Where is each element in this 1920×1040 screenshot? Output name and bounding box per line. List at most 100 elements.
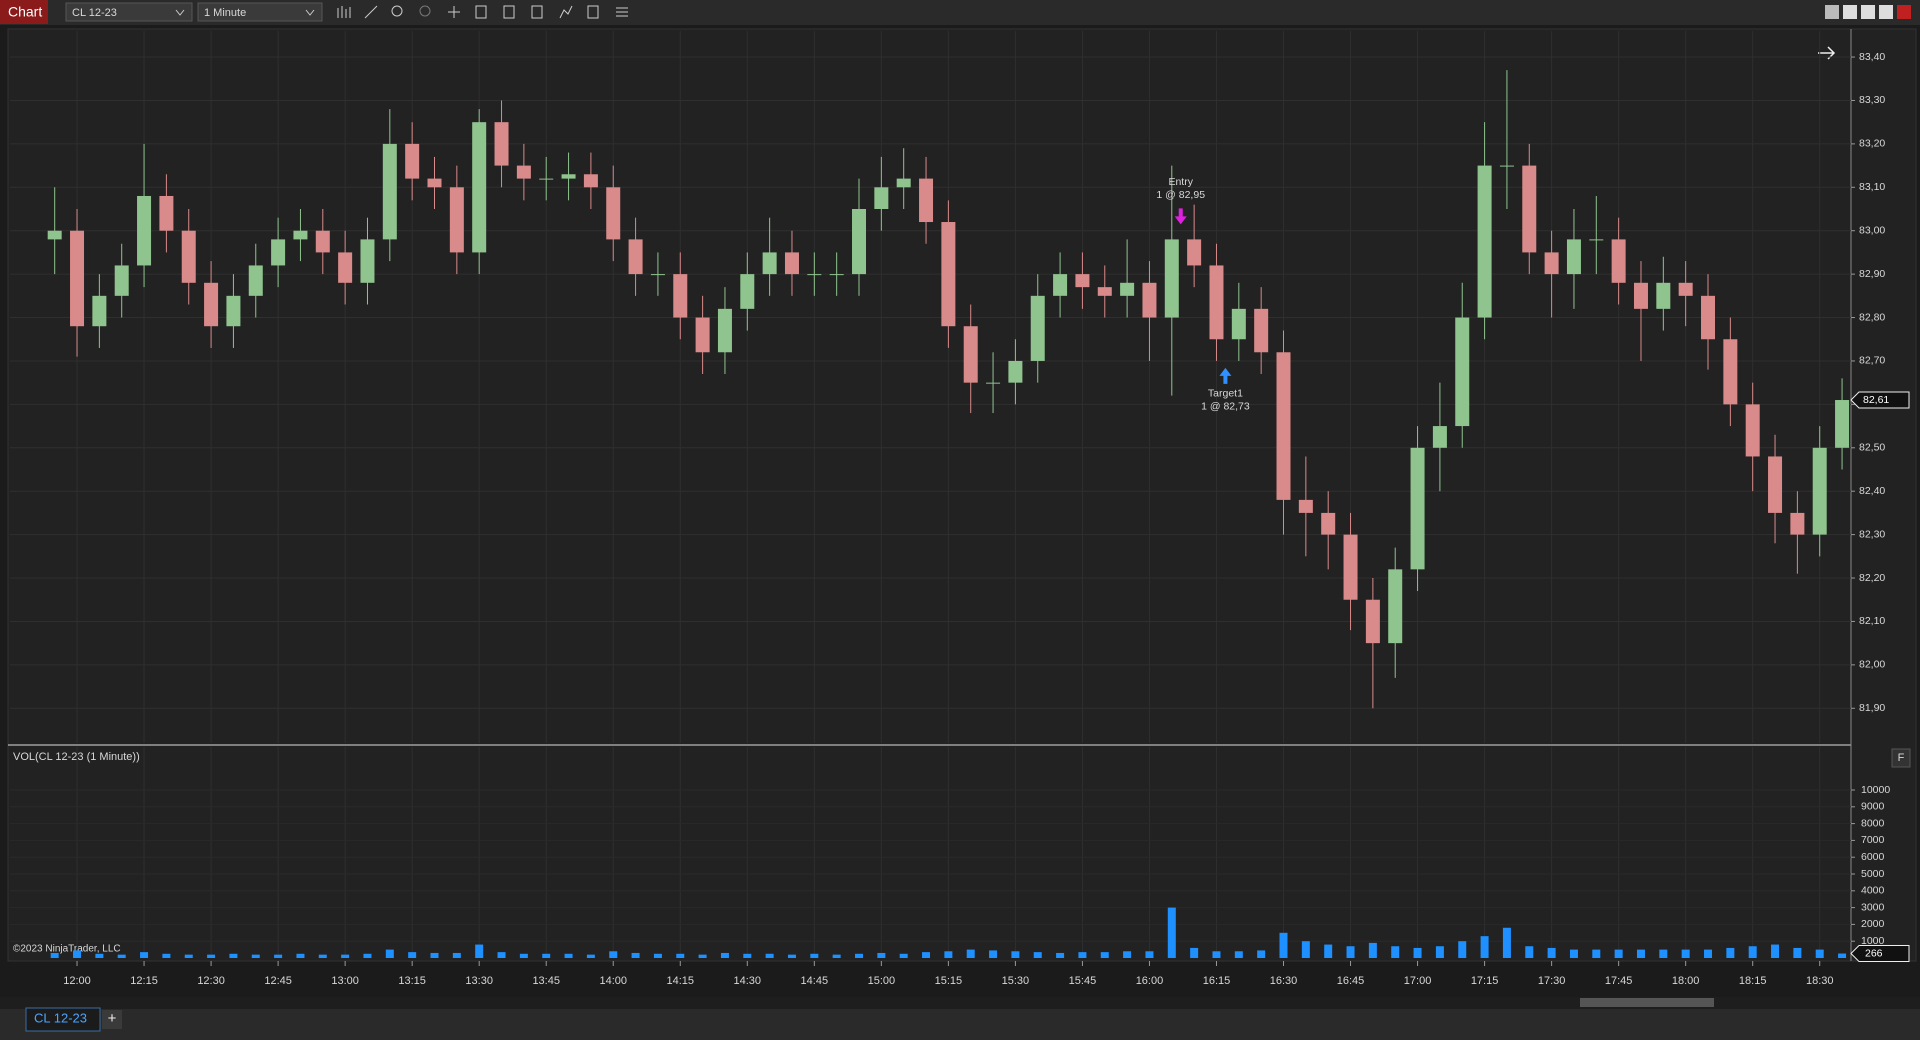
plot-area	[7, 28, 1917, 962]
volume-bar	[855, 953, 864, 958]
candle-body	[539, 178, 554, 180]
menu-icon[interactable]	[616, 7, 628, 17]
strategy-icon[interactable]	[531, 5, 543, 19]
crosshair-icon[interactable]	[448, 6, 460, 18]
volume-tick-label: 6000	[1861, 851, 1885, 863]
volume-tick-label: 2000	[1861, 918, 1885, 930]
maximize-button[interactable]	[1879, 5, 1893, 19]
candle	[986, 352, 1001, 414]
candle-body	[1835, 400, 1850, 448]
candle	[1611, 217, 1626, 305]
candle-body	[516, 165, 531, 179]
candle-body	[338, 252, 353, 283]
x-tick-label: 14:00	[599, 975, 627, 987]
volume-bar	[117, 954, 126, 958]
f-button-label: F	[1898, 752, 1905, 764]
instrument-select[interactable]	[65, 2, 193, 22]
volume-bar	[274, 954, 283, 958]
candle-body	[1254, 308, 1269, 353]
candle-body	[1120, 282, 1135, 296]
candle	[695, 295, 710, 374]
x-tick-label: 16:00	[1136, 975, 1164, 987]
volume-bar	[765, 953, 774, 958]
properties-icon[interactable]	[475, 5, 487, 19]
candle	[114, 243, 129, 318]
volume-bar	[989, 950, 998, 958]
candle-body	[1365, 599, 1380, 644]
minimize-button[interactable]	[1861, 5, 1875, 19]
interval-select[interactable]	[197, 2, 323, 22]
volume-bar	[385, 949, 394, 958]
candle	[561, 152, 576, 201]
scrollbar-thumb[interactable]	[1580, 998, 1714, 1007]
entry-arrow	[1174, 208, 1187, 225]
candle	[204, 261, 219, 348]
x-tick-label: 14:30	[734, 975, 762, 987]
y-tick-label: 82,30	[1859, 528, 1885, 540]
candle-body	[1008, 360, 1023, 383]
candle	[896, 148, 911, 209]
candle-body	[740, 274, 755, 309]
volume-bar	[1435, 946, 1444, 958]
volume-bar	[1413, 947, 1422, 958]
dropdown-arrow	[305, 9, 315, 16]
close-button[interactable]	[1897, 5, 1911, 19]
candle-body	[92, 295, 107, 327]
orders-icon[interactable]	[587, 5, 599, 19]
candle	[650, 252, 665, 296]
candle	[1544, 230, 1559, 318]
volume-bar	[1324, 944, 1333, 958]
candle	[1656, 256, 1671, 331]
draw-icon[interactable]	[364, 5, 378, 19]
y-tick-label: 82,00	[1859, 659, 1885, 671]
window-button[interactable]	[1843, 5, 1857, 19]
candle	[1254, 287, 1269, 374]
f-button[interactable]	[1891, 748, 1911, 768]
volume-bar	[720, 952, 729, 958]
zoom-in-icon[interactable]	[391, 5, 403, 17]
volume-bar	[1592, 949, 1601, 958]
y-tick-label: 81,90	[1859, 702, 1885, 714]
candle-body	[1522, 165, 1537, 253]
volume-bar	[1190, 947, 1199, 958]
x-tick-label: 16:45	[1337, 975, 1365, 987]
volume-bar	[1458, 941, 1467, 958]
y-tick-label: 82,20	[1859, 572, 1885, 584]
chart-tab[interactable]	[0, 0, 48, 24]
candle	[338, 230, 353, 305]
instrument-tab[interactable]	[25, 1007, 101, 1032]
candle-body	[1298, 499, 1313, 513]
volume-bar	[1659, 949, 1668, 958]
y-tick-label: 83,10	[1859, 181, 1885, 193]
volume-bar	[162, 953, 171, 958]
candle	[1187, 204, 1202, 288]
interval-text: 1 Minute	[204, 7, 246, 19]
x-tick-label: 14:15	[667, 975, 695, 987]
candle-body	[1455, 317, 1470, 427]
zoom-out-icon[interactable]	[419, 5, 431, 17]
volume-bar	[1547, 947, 1556, 958]
bars-icon[interactable]	[337, 6, 351, 18]
candle-body	[896, 178, 911, 188]
add-tab-button[interactable]	[102, 1010, 122, 1029]
candle-body	[561, 174, 576, 179]
volume-bar	[631, 952, 640, 958]
window-button[interactable]	[1825, 5, 1839, 19]
x-tick-label: 17:15	[1471, 975, 1499, 987]
volume-bar	[1257, 950, 1266, 958]
volume-bar	[1480, 936, 1489, 958]
indicator-icon[interactable]	[559, 5, 573, 19]
candle	[427, 156, 442, 209]
volume-bar	[1838, 953, 1847, 958]
template-icon[interactable]	[503, 5, 515, 19]
candle-body	[1164, 239, 1179, 318]
candle-body	[1656, 282, 1671, 309]
instrument-tab-label: CL 12-23	[34, 1010, 87, 1025]
candle	[1321, 491, 1336, 570]
volume-bar	[810, 953, 819, 958]
x-tick-label: 13:30	[465, 975, 493, 987]
candle	[1231, 282, 1246, 361]
volume-bar	[73, 950, 82, 958]
volume-bar	[1301, 941, 1310, 958]
